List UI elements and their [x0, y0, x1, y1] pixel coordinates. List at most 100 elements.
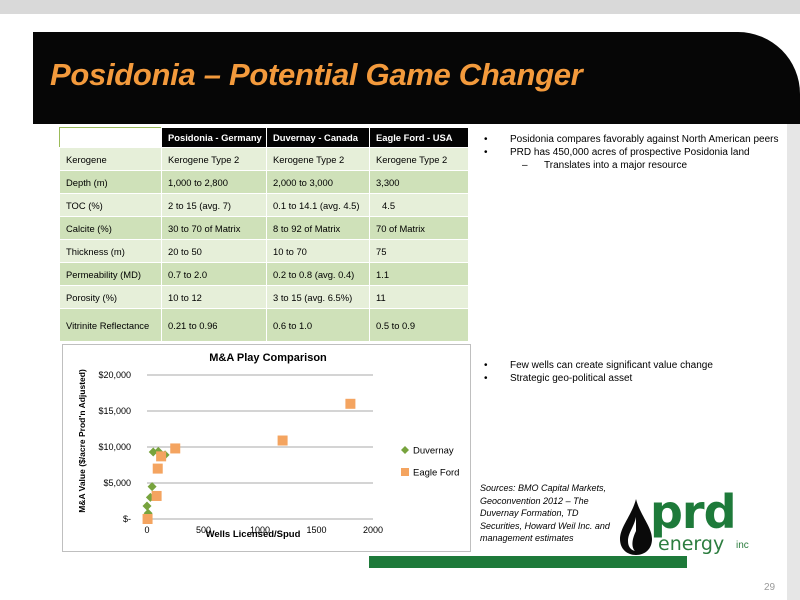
- legend-label: Duvernay: [413, 446, 454, 457]
- table-cell: 0.6 to 1.0: [266, 308, 370, 342]
- table-row: Calcite (%) 30 to 70 of Matrix 8 to 92 o…: [59, 216, 469, 240]
- table-header-cell: Duvernay - Canada: [266, 127, 370, 148]
- table-cell: 0.21 to 0.96: [161, 308, 267, 342]
- table-cell: 8 to 92 of Matrix: [266, 216, 370, 240]
- logo-inc: inc: [736, 540, 749, 551]
- table-cell: Kerogene: [59, 147, 162, 171]
- sub-bullet-item: – Translates into a major resource: [484, 159, 784, 172]
- table-header-cell: [59, 127, 162, 148]
- right-edge-strip: [787, 124, 800, 600]
- table-cell: 2,000 to 3,000: [266, 170, 370, 194]
- bullet-item: • Strategic geo-political asset: [484, 373, 784, 386]
- table-cell: 70 of Matrix: [369, 216, 469, 240]
- table-cell: 3,300: [369, 170, 469, 194]
- bottom-accent-bar: [369, 556, 687, 568]
- bullet-item: • Few wells can create significant value…: [484, 360, 784, 373]
- eagle-ford-point: [156, 451, 167, 462]
- table-cell: 2 to 15 (avg. 7): [161, 193, 267, 217]
- table-cell: Thickness (m): [59, 239, 162, 263]
- comparison-table: Posidonia - Germany Duvernay - Canada Ea…: [59, 127, 469, 342]
- eagle-ford-point: [345, 398, 356, 409]
- logo-energy: energy: [658, 533, 725, 555]
- table-row: Depth (m) 1,000 to 2,800 2,000 to 3,000 …: [59, 170, 469, 194]
- bullet-text: Few wells can create significant value c…: [510, 360, 713, 371]
- table-cell: Vitrinite Reflectance: [59, 308, 162, 342]
- top-frame: [0, 0, 800, 14]
- dash-icon: –: [522, 160, 528, 171]
- table-cell: 20 to 50: [161, 239, 267, 263]
- oil-drop-icon: [620, 499, 652, 555]
- eagle-ford-point: [142, 514, 153, 524]
- bullet-text: PRD has 450,000 acres of prospective Pos…: [510, 146, 750, 158]
- eagle-ford-point: [152, 463, 163, 474]
- table-header-row: Posidonia - Germany Duvernay - Canada Ea…: [59, 127, 469, 148]
- table-cell: Kerogene Type 2: [266, 147, 370, 171]
- bullet-dot-icon: •: [484, 146, 488, 158]
- bullet-item: • Posidonia compares favorably against N…: [484, 134, 784, 147]
- duvernay-point: [153, 446, 163, 456]
- table-row: Porosity (%) 10 to 12 3 to 15 (avg. 6.5%…: [59, 285, 469, 309]
- slide-title: Posidonia – Potential Game Changer: [50, 57, 583, 92]
- table-header-cell: Eagle Ford - USA: [369, 127, 469, 148]
- x-tick-label: 2000: [363, 525, 383, 535]
- table-cell: Calcite (%): [59, 216, 162, 240]
- y-tick-label: $15,000: [98, 406, 131, 416]
- table-cell: TOC (%): [59, 193, 162, 217]
- y-tick-label: $-: [123, 514, 131, 524]
- table-cell: Porosity (%): [59, 285, 162, 309]
- table-cell: 1.1: [369, 262, 469, 286]
- table-cell: 10 to 12: [161, 285, 267, 309]
- sources-note: Sources: BMO Capital Markets, Geoconvent…: [480, 483, 610, 543]
- prd-energy-logo: prd energy inc: [614, 485, 764, 557]
- table-cell: 75: [369, 239, 469, 263]
- table-cell: 30 to 70 of Matrix: [161, 216, 267, 240]
- table-cell: 0.5 to 0.9: [369, 308, 469, 342]
- table-cell: Permeability (MD): [59, 262, 162, 286]
- chart-svg: M&A Play Comparison Wells Licensed/Spud …: [77, 352, 459, 540]
- legend-marker-eagle-ford: [401, 468, 409, 476]
- table-header-cell: Posidonia - Germany: [161, 127, 267, 148]
- title-bar: [33, 32, 800, 124]
- chart-title: M&A Play Comparison: [209, 352, 327, 364]
- table-row: Thickness (m) 20 to 50 10 to 70 75: [59, 239, 469, 263]
- table-cell: 11: [369, 285, 469, 309]
- table-cell: 3 to 15 (avg. 6.5%): [266, 285, 370, 309]
- legend-label: Eagle Ford: [413, 468, 459, 479]
- eagle-ford-point: [277, 435, 288, 446]
- ma-play-chart: M&A Play Comparison Wells Licensed/Spud …: [62, 344, 471, 552]
- x-tick-label: 0: [144, 525, 149, 535]
- x-tick-label: 1500: [306, 525, 326, 535]
- table-row: TOC (%) 2 to 15 (avg. 7) 0.1 to 14.1 (av…: [59, 193, 469, 217]
- bullet-dot-icon: •: [484, 372, 488, 384]
- table-cell: 10 to 70: [266, 239, 370, 263]
- table-cell: 0.1 to 14.1 (avg. 4.5): [266, 193, 370, 217]
- table-cell: Kerogene Type 2: [161, 147, 267, 171]
- sub-bullet-text: Translates into a major resource: [544, 160, 688, 171]
- x-tick-label: 500: [196, 525, 211, 535]
- bullet-item: • PRD has 450,000 acres of prospective P…: [484, 147, 784, 160]
- bullets-bottom: • Few wells can create significant value…: [484, 360, 784, 385]
- table-cell: 4.5: [369, 193, 469, 217]
- eagle-ford-point: [170, 443, 181, 454]
- bullet-dot-icon: •: [484, 360, 488, 371]
- y-tick-label: $20,000: [98, 370, 131, 380]
- table-cell: 0.7 to 2.0: [161, 262, 267, 286]
- logo-prd: prd: [650, 485, 737, 539]
- table-cell: Kerogene Type 2: [369, 147, 469, 171]
- table-cell: 0.2 to 0.8 (avg. 0.4): [266, 262, 370, 286]
- bullet-dot-icon: •: [484, 134, 488, 145]
- table-row: Vitrinite Reflectance 0.21 to 0.96 0.6 t…: [59, 308, 469, 342]
- bullet-text: Strategic geo-political asset: [510, 372, 633, 384]
- duvernay-point: [142, 501, 152, 511]
- y-tick-label: $10,000: [98, 442, 131, 452]
- y-tick-label: $5,000: [103, 478, 131, 488]
- bullets-top: • Posidonia compares favorably against N…: [484, 134, 784, 172]
- y-axis-label: M&A Value ($/acre Prod'n Adjusted): [77, 369, 87, 513]
- table-cell: Depth (m): [59, 170, 162, 194]
- bullet-text: Posidonia compares favorably against Nor…: [510, 134, 779, 145]
- table-cell: 1,000 to 2,800: [161, 170, 267, 194]
- page-number: 29: [764, 582, 776, 593]
- plot-area: $- $5,000 $10,000 $15,000 $20,000 0 500 1000 150…: [98, 370, 459, 535]
- x-axis-label: Wells Licensed/Spud: [206, 529, 301, 540]
